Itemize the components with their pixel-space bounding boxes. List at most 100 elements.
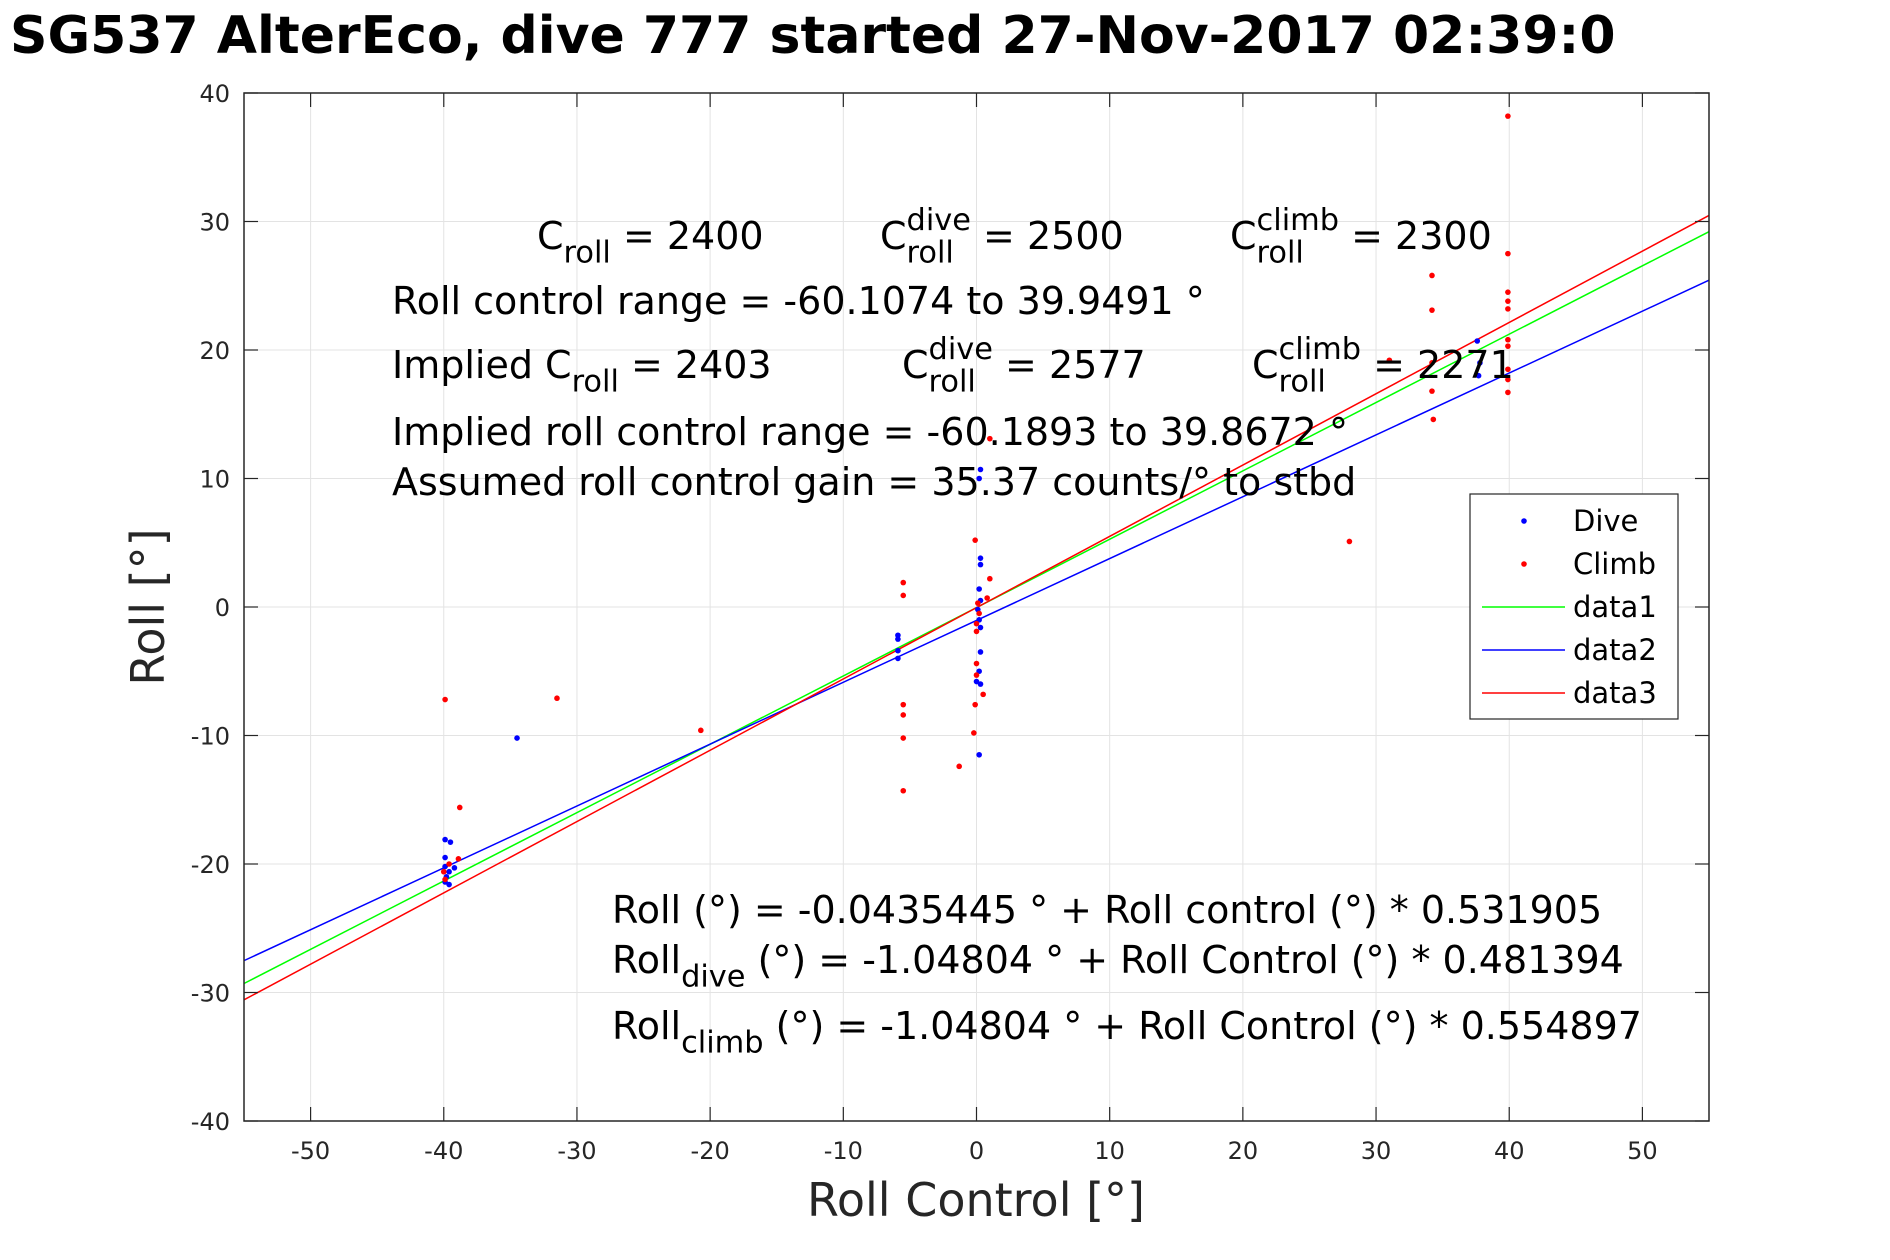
climb-point bbox=[980, 691, 986, 698]
x-tick-label: -10 bbox=[824, 1137, 863, 1165]
climb-point bbox=[973, 620, 980, 627]
climb-point bbox=[442, 696, 448, 703]
annotations: Croll = 2400 Cdive roll = 2500 Cclimb roll =… bbox=[392, 203, 1642, 1060]
dive-point bbox=[977, 649, 984, 655]
x-tick-label: 40 bbox=[1494, 1137, 1525, 1165]
annot-c-roll-dive-value: = 2500 bbox=[971, 214, 1124, 258]
dive-point bbox=[973, 678, 980, 685]
climb-point bbox=[987, 575, 993, 582]
climb-point bbox=[442, 876, 448, 883]
annot-implied-c-roll-climb-sub: roll bbox=[1279, 364, 1326, 399]
climb-point bbox=[900, 712, 907, 718]
climb-point bbox=[1346, 538, 1353, 545]
climb-point bbox=[1430, 416, 1437, 423]
dive-point bbox=[976, 751, 982, 758]
climb-point bbox=[1386, 357, 1393, 364]
climb-point bbox=[973, 660, 980, 667]
climb-point bbox=[1429, 307, 1435, 313]
climb-point bbox=[446, 861, 452, 867]
dive-point bbox=[1474, 338, 1481, 344]
annot-c-roll-base: C bbox=[537, 214, 564, 258]
dive-point bbox=[447, 839, 454, 845]
dive-point bbox=[442, 854, 448, 861]
climb-point bbox=[973, 672, 980, 678]
annot-c-roll-climb-sub: roll bbox=[1257, 235, 1304, 270]
annot-c-roll-sub: roll bbox=[564, 235, 611, 270]
climb-point bbox=[971, 730, 977, 736]
annot-gain: Assumed roll control gain = 35.37 counts… bbox=[392, 460, 1356, 504]
annot-fit-all: Roll (°) = -0.0435445 ° + Roll control (… bbox=[612, 888, 1602, 932]
x-tick-label: -40 bbox=[424, 1137, 463, 1165]
climb-point bbox=[900, 579, 907, 586]
legend-label-climb: Climb bbox=[1573, 547, 1656, 581]
y-axis-label: Roll [°] bbox=[121, 528, 175, 685]
climb-point bbox=[987, 435, 993, 442]
y-tick-label: 30 bbox=[199, 209, 230, 237]
climb-point bbox=[984, 595, 990, 601]
annot-c-roll-value: = 2400 bbox=[611, 214, 764, 258]
legend-marker-dive bbox=[1521, 518, 1527, 524]
climb-point bbox=[956, 763, 962, 770]
x-tick-label: 10 bbox=[1094, 1137, 1125, 1165]
climb-point bbox=[1505, 366, 1511, 373]
dive-point bbox=[442, 863, 448, 870]
dive-point bbox=[976, 586, 982, 592]
dive-point bbox=[1477, 360, 1483, 366]
annot-implied-c-roll-dive-value: = 2577 bbox=[993, 343, 1146, 387]
climb-point bbox=[900, 701, 907, 708]
y-tick-label: 40 bbox=[199, 80, 230, 108]
dive-point bbox=[895, 647, 901, 654]
dive-point bbox=[895, 655, 901, 662]
annot-implied-range: Implied roll control range = -60.1893 to… bbox=[392, 410, 1348, 454]
y-tick-label: -20 bbox=[191, 851, 230, 879]
climb-point bbox=[975, 600, 981, 606]
annot-implied-c-roll: Implied Croll = 2403 bbox=[392, 343, 772, 399]
climb-point bbox=[1505, 113, 1511, 119]
dive-point bbox=[451, 865, 458, 871]
climb-point bbox=[1429, 272, 1435, 279]
annot-c-roll-climb: Cclimb roll = 2300 bbox=[1230, 203, 1492, 270]
legend-label-data2: data2 bbox=[1573, 633, 1657, 667]
annot-implied-c-roll-value: = 2403 bbox=[619, 343, 772, 387]
legend-label-dive: Dive bbox=[1573, 504, 1638, 538]
climb-point bbox=[972, 701, 978, 708]
annot-c-roll-dive-base: C bbox=[880, 214, 907, 258]
dive-point bbox=[895, 632, 901, 639]
annot-fit-climb-sub: climb bbox=[681, 1025, 764, 1060]
climb-point bbox=[1429, 388, 1435, 394]
climb-point bbox=[455, 856, 462, 862]
dive-point bbox=[977, 555, 984, 561]
annot-implied-c-roll-base: Implied C bbox=[392, 343, 572, 387]
annot-implied-c-roll-dive-sub: roll bbox=[929, 364, 976, 399]
x-tick-label: -30 bbox=[557, 1137, 596, 1165]
annot-fit-dive-sub: dive bbox=[681, 959, 745, 994]
annot-c-roll-climb-sup: climb bbox=[1257, 203, 1340, 238]
y-tick-label: -10 bbox=[191, 723, 230, 751]
legend: Dive Climb data1 data2 data3 bbox=[1469, 493, 1679, 720]
dive-point bbox=[977, 561, 984, 568]
annot-fit-climb: Rollclimb (°) = -1.04804 ° + Roll Contro… bbox=[612, 1004, 1642, 1060]
climb-point bbox=[1429, 360, 1435, 366]
climb-point bbox=[440, 868, 447, 875]
annot-implied-c-roll-dive: Cdive roll = 2577 bbox=[902, 332, 1146, 399]
climb-point bbox=[900, 592, 907, 599]
annot-fit-dive-value: (°) = -1.04804 ° + Roll Control (°) * 0.… bbox=[745, 938, 1623, 982]
climb-point bbox=[1505, 376, 1511, 383]
climb-point bbox=[1505, 289, 1511, 295]
climb-point bbox=[973, 628, 980, 635]
annot-c-roll-climb-value: = 2300 bbox=[1339, 214, 1492, 258]
x-tick-label: -20 bbox=[691, 1137, 730, 1165]
x-tick-label: 50 bbox=[1627, 1137, 1658, 1165]
y-tick-label: 10 bbox=[199, 466, 230, 494]
annot-implied-c-roll-climb-base: C bbox=[1252, 343, 1279, 387]
dive-point bbox=[977, 466, 984, 473]
legend-marker-climb bbox=[1521, 561, 1527, 567]
climb-point bbox=[554, 695, 560, 702]
x-tick-label: 20 bbox=[1228, 1137, 1259, 1165]
data-points bbox=[440, 113, 1511, 888]
x-tick-label: 30 bbox=[1361, 1137, 1392, 1165]
y-tick-label: -30 bbox=[191, 980, 230, 1008]
climb-point bbox=[1505, 336, 1511, 343]
annot-c-roll-climb-base: C bbox=[1230, 214, 1257, 258]
